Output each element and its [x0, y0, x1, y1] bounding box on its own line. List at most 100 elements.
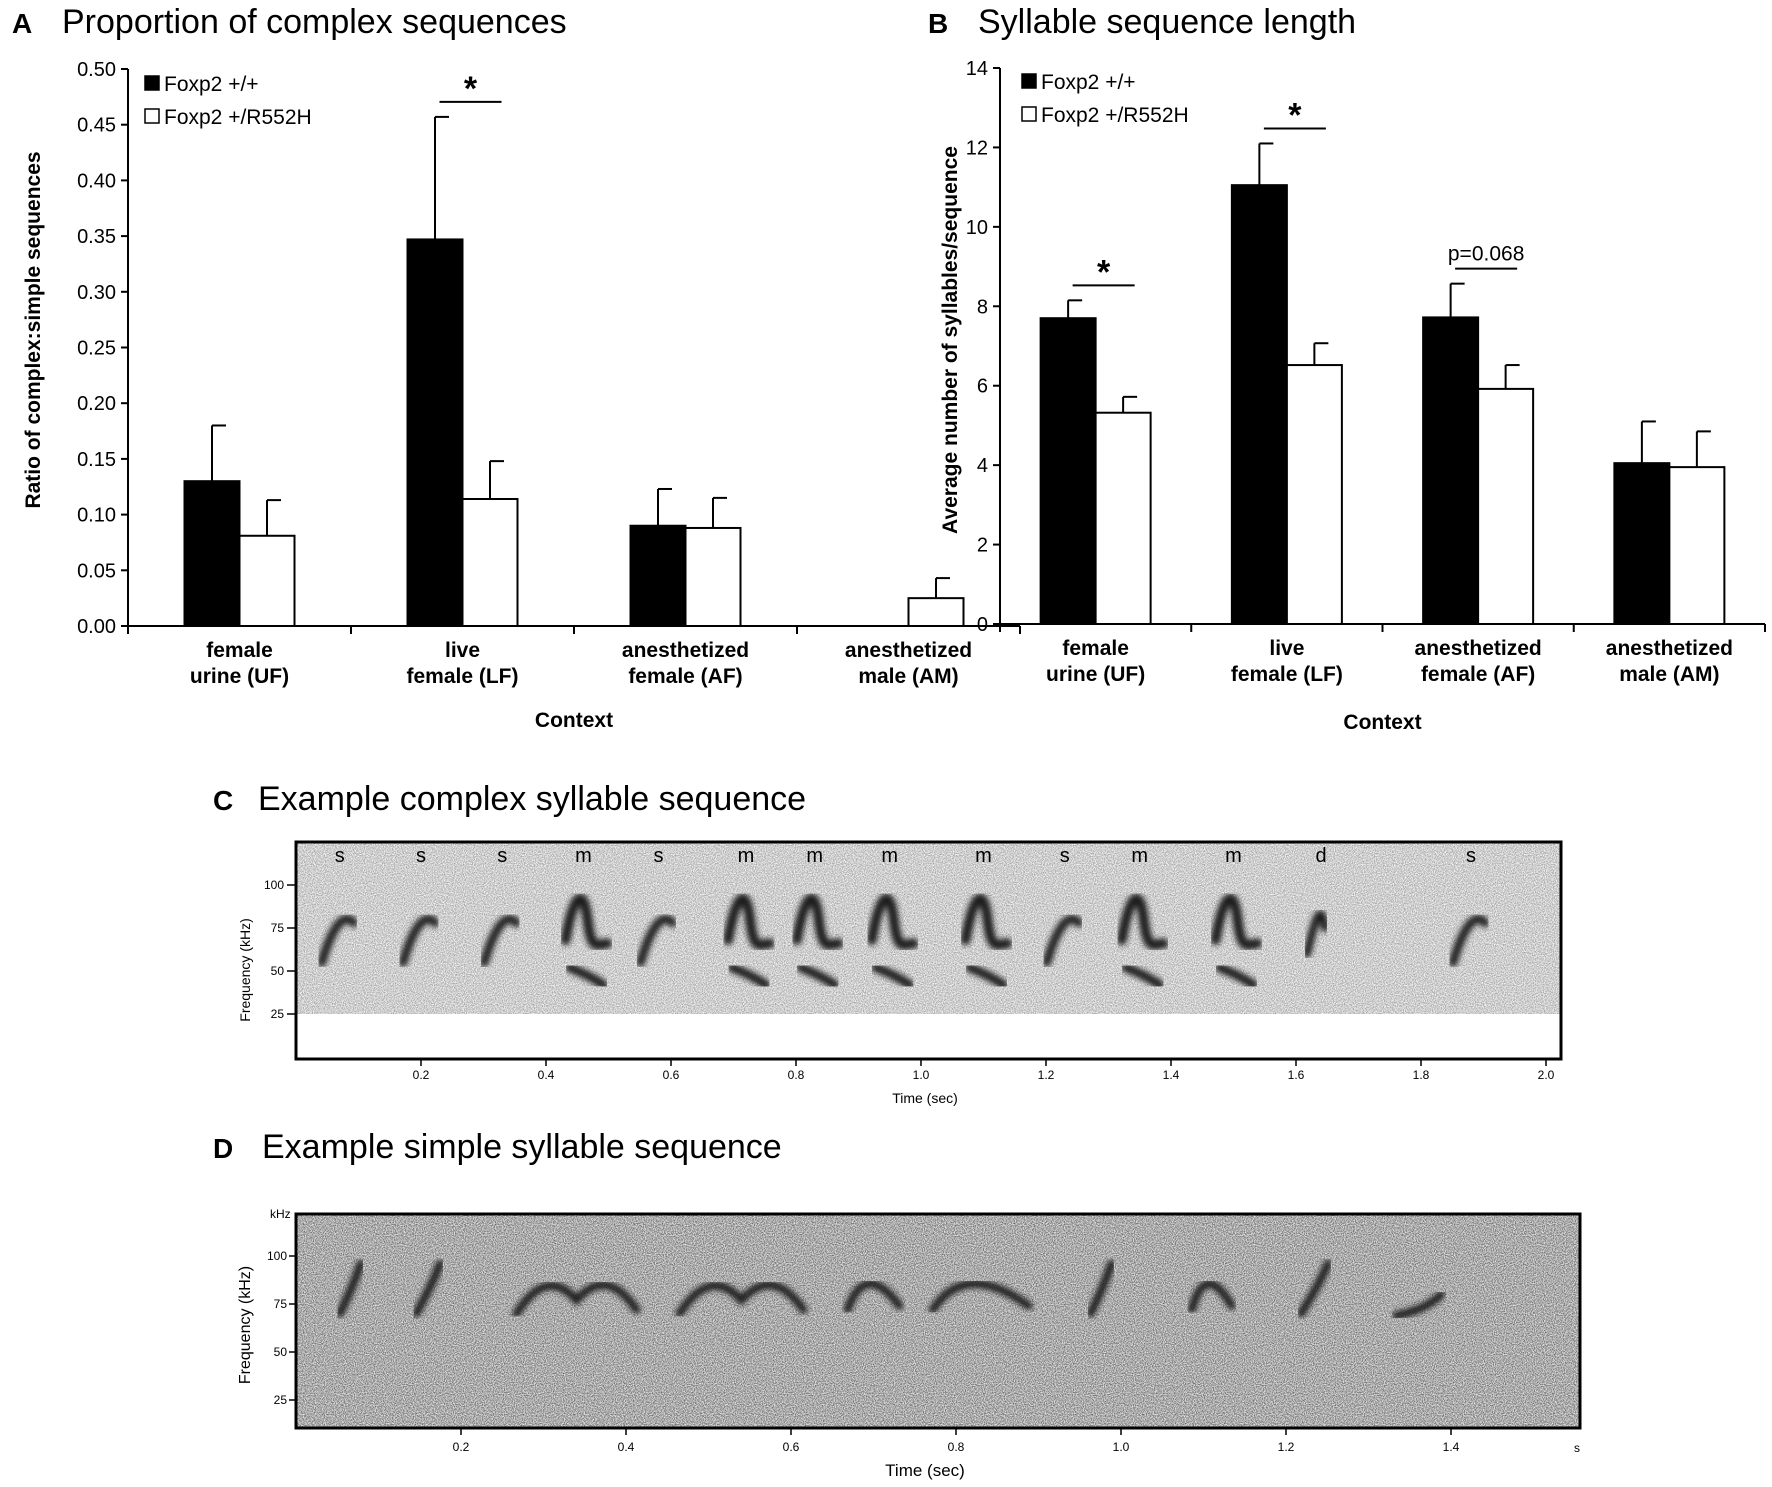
category-label: live [1269, 637, 1304, 660]
syllable-mark [727, 963, 771, 990]
syllable-mark [965, 963, 1008, 990]
x-tick-label: 0.8 [948, 1440, 965, 1454]
bar [629, 524, 687, 627]
syllable-mark [335, 1259, 365, 1318]
syllable-mark [1210, 893, 1263, 950]
y-tick-label: 0.50 [77, 59, 116, 81]
y-tick-label: 25 [271, 1007, 285, 1021]
x-tick-label: 0.2 [413, 1068, 430, 1082]
syllable-label: m [1131, 845, 1148, 867]
panel-b-letter: B [928, 8, 948, 39]
y-tick-label: 0.10 [77, 505, 116, 527]
significance-label: * [1288, 96, 1302, 134]
syllable-label: m [738, 845, 755, 867]
syllable-mark [412, 1259, 445, 1318]
syllable-label: s [335, 845, 345, 867]
y-tick-label: 0.00 [77, 616, 116, 638]
significance-label: * [464, 70, 478, 108]
syllable-mark [866, 893, 919, 950]
legend-swatch [144, 75, 160, 91]
bar [1477, 387, 1535, 625]
syllable-mark [512, 1281, 641, 1318]
bar [1422, 316, 1480, 625]
y-tick-label: 0.20 [77, 393, 116, 415]
syllable-mark [1215, 963, 1258, 990]
legend-swatch [144, 108, 160, 124]
category-label: female [1062, 637, 1129, 660]
x-tick-label: 1.4 [1443, 1440, 1460, 1454]
spectrogram-d-ylabel: Frequency (kHz) [237, 1266, 254, 1384]
bar [1668, 466, 1726, 625]
category-label: anesthetized [845, 639, 972, 662]
syllable-label: s [497, 845, 507, 867]
y-tick-label: 100 [264, 878, 284, 892]
y-tick-label: 50 [271, 964, 285, 978]
spectrogram-c-ylabel: Frequency (kHz) [237, 918, 253, 1021]
legend-swatch [1021, 106, 1037, 122]
category-label: anesthetized [1415, 637, 1542, 660]
bar [461, 498, 519, 627]
spectrogram-c-frame [294, 840, 1563, 1061]
bar [907, 597, 965, 628]
syllable-mark [560, 893, 613, 950]
syllable-mark [1187, 1279, 1236, 1314]
y-tick-label: 0.15 [77, 449, 116, 471]
y-tick-label: 100 [267, 1249, 287, 1263]
legend-label: Foxp2 +/R552H [164, 106, 312, 129]
significance-label: * [1097, 253, 1111, 291]
x-axis-label: Context [535, 709, 613, 732]
y-tick-label: 0.40 [77, 170, 116, 192]
spectrogram-d: 100 75 50 25 0.2 0.4 0.6 0.8 1.0 1.2 1.4 kHz s Fre… [237, 1207, 1582, 1480]
x-tick-label: 0.8 [788, 1068, 805, 1082]
panel-b-title: Syllable sequence length [978, 3, 1356, 41]
syllable-mark [796, 963, 840, 990]
spectrogram-d-xunit: s [1574, 1441, 1580, 1455]
syllable-mark [1392, 1290, 1446, 1320]
legend-label: Foxp2 +/R552H [1041, 104, 1189, 127]
syllable-mark [479, 914, 521, 967]
bar [406, 238, 464, 628]
syllable-label: s [416, 845, 426, 867]
y-tick-label: 25 [274, 1393, 288, 1407]
y-tick-label: 12 [966, 137, 988, 159]
spectrogram-d-frame [294, 1212, 1582, 1430]
bar [1094, 411, 1152, 625]
syllable-label: m [575, 845, 592, 867]
bar [1613, 462, 1671, 625]
category-label: female (AF) [628, 665, 742, 688]
legend-swatch [1021, 73, 1037, 89]
y-tick-label: 10 [966, 217, 988, 239]
y-tick-label: 14 [966, 58, 988, 80]
syllable-label: m [881, 845, 898, 867]
panel-a-title: Proportion of complex sequences [62, 3, 567, 41]
syllable-label: m [1225, 845, 1242, 867]
syllable-mark [1448, 914, 1490, 967]
y-axis-label: Average number of syllables/sequence [939, 146, 962, 534]
syllable-mark [636, 914, 677, 967]
chart-b: 0 2 4 6 8 10 12 14 female urine (UF) live female (L… [939, 58, 1766, 734]
x-tick-label: 1.2 [1278, 1440, 1295, 1454]
x-tick-label: 0.6 [783, 1440, 800, 1454]
y-tick-label: 50 [274, 1345, 288, 1359]
x-tick-label: 0.4 [538, 1068, 555, 1082]
legend-label: Foxp2 +/+ [164, 73, 259, 96]
y-tick-label: 75 [274, 1297, 288, 1311]
y-tick-label: 0 [977, 614, 988, 636]
syllable-mark [928, 1279, 1033, 1314]
y-tick-label: 4 [977, 455, 988, 477]
category-label: urine (UF) [190, 665, 289, 688]
category-label: live [445, 639, 480, 662]
category-label: anesthetized [1606, 637, 1733, 660]
panel-c-letter: C [213, 785, 233, 816]
chart-a: 0.00 0.05 0.10 0.15 0.20 0.25 0.30 0.35 0.40 0.45… [22, 59, 1021, 732]
spectrogram-d-axes: 100 75 50 25 0.2 0.4 0.6 0.8 1.0 1.2 1.4 [267, 1249, 1460, 1454]
panel-d-letter: D [213, 1133, 233, 1164]
syllable-mark [1297, 1259, 1332, 1318]
category-label: female (LF) [1231, 663, 1343, 686]
category-label: female (LF) [406, 665, 518, 688]
x-tick-label: 1.2 [1038, 1068, 1055, 1082]
legend-label: Foxp2 +/+ [1041, 71, 1136, 94]
spectrogram-d-yunit: kHz [270, 1207, 291, 1221]
panel-a-letter: A [12, 8, 32, 39]
panel-d-title: Example simple syllable sequence [262, 1128, 782, 1166]
